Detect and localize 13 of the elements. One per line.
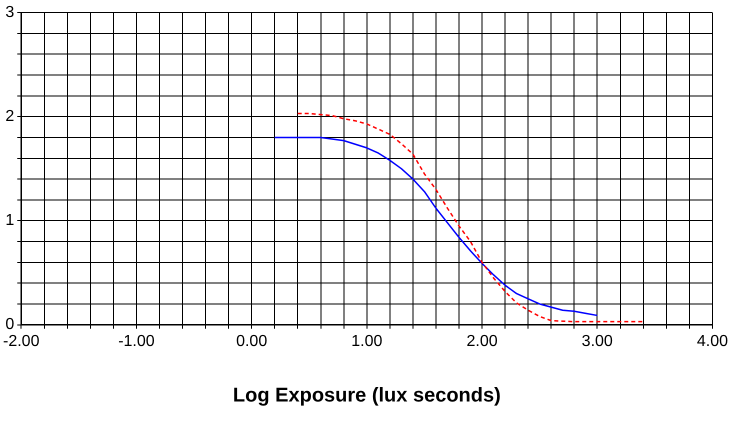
- y-tick-label: 3: [5, 4, 14, 22]
- x-axis-title: Log Exposure (lux seconds): [232, 384, 501, 407]
- x-tick-label: 4.00: [696, 332, 728, 350]
- y-tick-label: 2: [5, 108, 14, 126]
- y-tick-label: 1: [5, 212, 14, 230]
- x-tick-label: 0.00: [236, 332, 268, 350]
- x-tick-label: 2.00: [466, 332, 498, 350]
- x-tick-label: 1.00: [351, 332, 383, 350]
- x-tick-label: -2.00: [3, 332, 40, 350]
- line-series: [296, 112, 644, 322]
- y-tick-label: 0: [5, 316, 14, 334]
- x-tick-label: 3.00: [582, 332, 613, 350]
- x-tick-label: -1.00: [118, 332, 155, 350]
